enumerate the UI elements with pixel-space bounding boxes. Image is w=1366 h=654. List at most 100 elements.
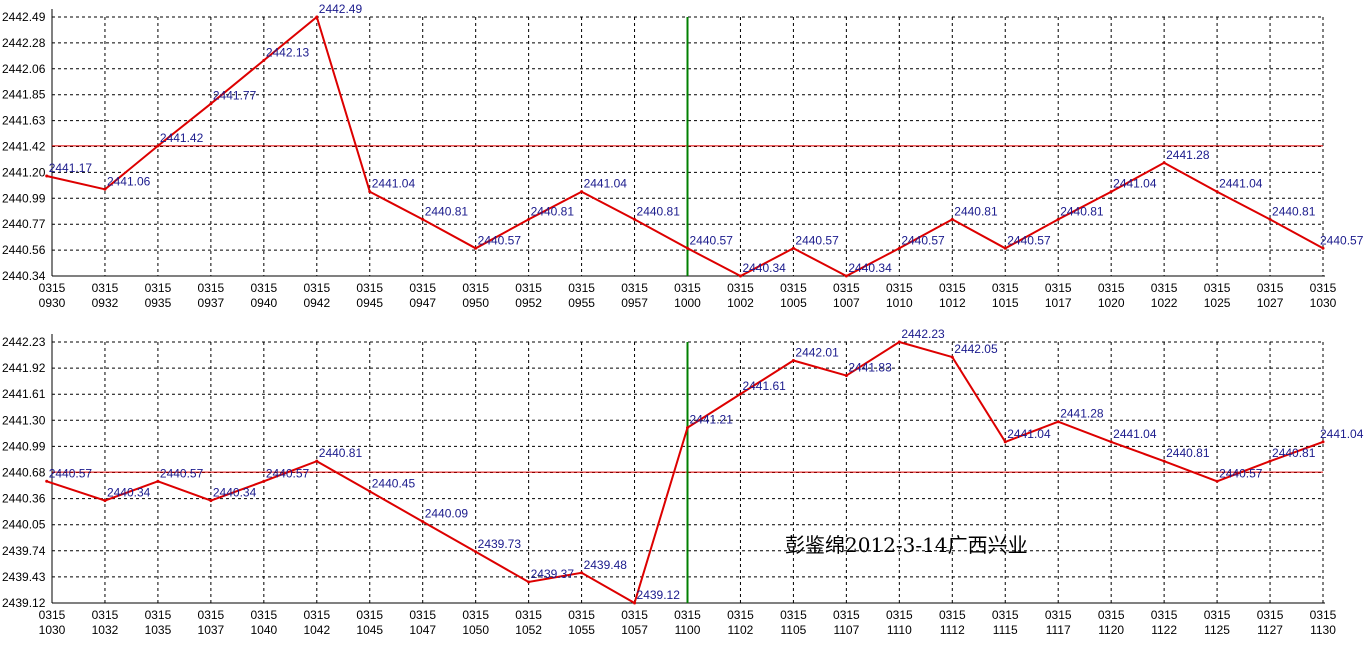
data-label: 2442.13 (266, 45, 310, 59)
x-tick-label-time: 1002 (727, 296, 754, 310)
x-tick-label-time: 1117 (1046, 623, 1071, 637)
x-tick-label-date: 0315 (1204, 281, 1231, 295)
x-tick-label-date: 0315 (833, 608, 860, 622)
data-point (580, 190, 584, 194)
data-point (580, 571, 584, 575)
x-tick-label-date: 0315 (303, 608, 330, 622)
x-tick-label-time: 1047 (409, 623, 436, 637)
data-point (950, 355, 954, 359)
x-tick-label-date: 0315 (1098, 608, 1125, 622)
data-label: 2441.04 (1113, 427, 1157, 441)
x-tick-label-time: 1032 (92, 623, 119, 637)
x-tick-label-time: 1130 (1310, 623, 1336, 637)
y-tick-label: 2439.74 (2, 544, 46, 558)
data-point (791, 246, 795, 250)
x-tick-label-date: 0315 (1098, 281, 1125, 295)
x-tick-label-date: 0315 (727, 281, 754, 295)
y-tick-label: 2442.49 (2, 10, 46, 24)
y-tick-label: 2441.30 (2, 413, 46, 427)
data-point (1109, 440, 1113, 444)
data-label: 2441.77 (213, 89, 257, 103)
data-label: 2440.34 (213, 486, 257, 500)
data-point (686, 426, 689, 430)
x-tick-label-time: 1052 (515, 623, 542, 637)
x-tick-label-date: 0315 (1045, 608, 1072, 622)
data-label: 2440.09 (425, 507, 469, 521)
upper-chart-panel: 2442.49 2442.28 2442.06 2441.85 2441.63 2441.… (2, 2, 1364, 310)
x-tick-label-time: 0957 (621, 296, 648, 310)
x-tick-label-date: 0315 (568, 281, 595, 295)
data-label: 2441.04 (1219, 177, 1263, 191)
x-tick-label-time: 1057 (621, 623, 648, 637)
x-tick-label-time: 1012 (939, 296, 966, 310)
data-label: 2441.21 (690, 413, 734, 427)
x-tick-label-time: 0940 (250, 296, 277, 310)
data-label: 2441.04 (1320, 427, 1364, 441)
data-label: 2440.57 (478, 233, 522, 247)
data-label: 2440.34 (848, 261, 892, 275)
data-point (844, 274, 848, 278)
data-label: 2441.04 (584, 177, 628, 191)
x-tick-label-date: 0315 (39, 281, 66, 295)
data-label: 2442.23 (901, 327, 945, 341)
data-point (262, 479, 266, 483)
y-tick-label: 2441.61 (2, 387, 46, 401)
data-label: 2441.04 (1113, 177, 1157, 191)
data-point (103, 499, 107, 503)
y-tick-label: 2442.23 (2, 335, 46, 349)
data-label: 2441.28 (1060, 407, 1104, 421)
data-point (1003, 440, 1007, 444)
data-label: 2440.81 (637, 204, 681, 218)
x-tick-label-time: 1030 (1310, 296, 1337, 310)
y-tick-label: 2440.34 (2, 269, 46, 283)
data-label: 2440.34 (107, 486, 151, 500)
x-tick-label-time: 1017 (1045, 296, 1072, 310)
x-tick-label-date: 0315 (833, 281, 860, 295)
data-point (1109, 190, 1113, 194)
data-point (1215, 190, 1219, 194)
data-point (474, 550, 478, 554)
data-point (315, 459, 319, 463)
y-tick-label: 2442.28 (2, 36, 46, 50)
data-point (1056, 217, 1060, 221)
data-point (1215, 479, 1219, 483)
x-tick-label-date: 0315 (409, 608, 436, 622)
data-point (633, 601, 637, 605)
data-point (791, 358, 795, 362)
x-tick-label-date: 0315 (674, 281, 701, 295)
x-tick-label-time: 1000 (674, 296, 701, 310)
data-point (1162, 459, 1166, 463)
y-tick-label: 2441.20 (2, 165, 46, 179)
data-point (368, 190, 372, 194)
x-tick-label-date: 0315 (356, 281, 383, 295)
data-label: 2442.05 (954, 342, 998, 356)
x-tick-label-time: 0930 (39, 296, 66, 310)
x-tick-label-date: 0315 (1045, 281, 1072, 295)
data-point (209, 499, 213, 503)
y-tick-label: 2440.56 (2, 243, 46, 257)
x-tick-label-date: 0315 (727, 608, 754, 622)
data-label: 2439.48 (584, 558, 628, 572)
x-tick-label-time: 1050 (462, 623, 489, 637)
data-point (1268, 217, 1272, 221)
data-label: 2440.81 (425, 204, 469, 218)
data-label: 2440.81 (1166, 446, 1210, 460)
data-label: 2440.34 (742, 261, 786, 275)
x-tick-label-time: 1110 (887, 623, 912, 637)
x-tick-label-date: 0315 (303, 281, 330, 295)
data-point (209, 102, 213, 106)
data-point (950, 217, 954, 221)
x-tick-label-date: 0315 (198, 608, 225, 622)
x-tick-label-date: 0315 (621, 608, 648, 622)
data-point (474, 246, 478, 250)
x-tick-label-time: 0942 (303, 296, 330, 310)
data-point (633, 217, 637, 221)
y-tick-label: 2442.06 (2, 62, 46, 76)
x-tick-label-date: 0315 (1310, 608, 1337, 622)
y-tick-label: 2441.63 (2, 114, 46, 128)
data-point (156, 144, 160, 148)
x-tick-label-date: 0315 (992, 281, 1019, 295)
x-tick-label-time: 0945 (356, 296, 383, 310)
data-point (897, 246, 901, 250)
